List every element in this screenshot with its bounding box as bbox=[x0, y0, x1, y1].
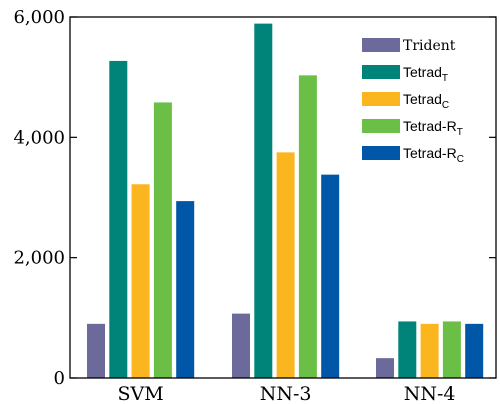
y-tick-label: 6,000 bbox=[13, 7, 65, 28]
bar-tetradc-nn-4 bbox=[420, 323, 439, 378]
legend-swatch-tetrad-rc bbox=[362, 146, 400, 160]
x-tick-label: SVM bbox=[117, 383, 163, 404]
bar-tetrad-rt-nn-4 bbox=[442, 321, 461, 378]
y-axis: 0 2,000 4,000 6,000 bbox=[13, 7, 496, 389]
legend-swatch-tetradt bbox=[362, 65, 400, 79]
bar-tetrad-rc-nn-4 bbox=[465, 323, 484, 378]
bar-tetradc-nn-3 bbox=[276, 152, 295, 378]
legend-label-trident: Trident bbox=[403, 38, 456, 54]
legend-swatch-trident bbox=[362, 38, 400, 52]
bar-trident-nn-4 bbox=[376, 358, 394, 378]
y-tick-label: 4,000 bbox=[13, 127, 65, 148]
bars-group bbox=[87, 23, 484, 379]
y-tick-label: 2,000 bbox=[13, 248, 65, 269]
bar-trident-svm bbox=[87, 323, 105, 378]
x-axis: SVM NN-3 NN-4 bbox=[117, 383, 455, 404]
bar-tetrad-rc-svm bbox=[176, 201, 195, 378]
legend-label-tetrad-rt: Tetrad-RT bbox=[403, 118, 463, 138]
legend: Trident TetradT TetradC Tetrad-RT Tetrad-RC bbox=[362, 38, 464, 165]
bar-tetrad-rt-svm bbox=[153, 102, 172, 378]
bar-tetradt-svm bbox=[109, 60, 128, 379]
legend-label-tetrad-rc: Tetrad-RC bbox=[403, 145, 464, 165]
legend-swatch-tetradc bbox=[362, 92, 400, 106]
y-tick-label: 0 bbox=[54, 368, 65, 389]
x-tick-label: NN-4 bbox=[404, 383, 456, 404]
bar-tetrad-rc-nn-3 bbox=[321, 174, 340, 378]
bar-trident-nn-3 bbox=[232, 313, 250, 378]
bar-tetradt-nn-3 bbox=[254, 23, 273, 378]
legend-swatch-tetrad-rt bbox=[362, 119, 400, 133]
x-tick-label: NN-3 bbox=[260, 383, 312, 404]
legend-label-tetradc: TetradC bbox=[403, 91, 449, 111]
bar-tetradt-nn-4 bbox=[398, 321, 417, 378]
bar-tetradc-svm bbox=[131, 184, 150, 378]
plot-frame bbox=[69, 16, 497, 379]
bar-tetrad-rt-nn-3 bbox=[298, 75, 317, 378]
legend-label-tetradt: TetradT bbox=[403, 64, 448, 84]
